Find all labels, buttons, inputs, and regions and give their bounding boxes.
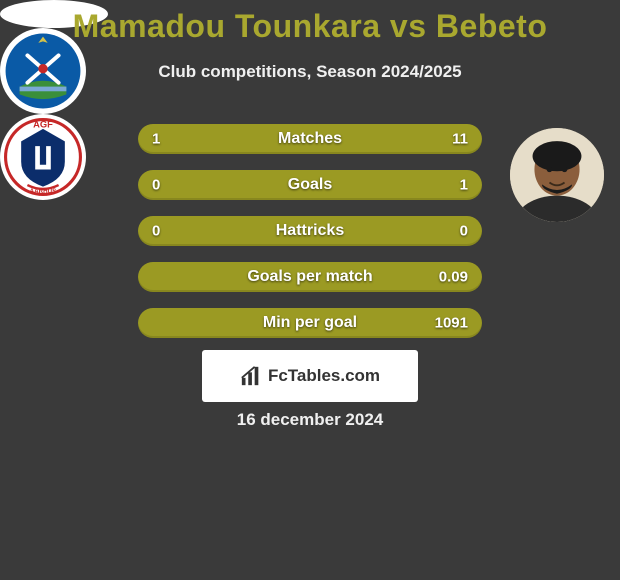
stat-left-value: 1: [152, 131, 160, 148]
branding: FcTables.com: [202, 350, 418, 402]
stat-row-gpm: Goals per match 0.09: [138, 262, 482, 292]
svg-text:AGF: AGF: [33, 119, 53, 129]
stat-label: Hattricks: [276, 222, 344, 240]
stat-label: Goals: [288, 176, 332, 194]
page-title: Mamadou Tounkara vs Bebeto: [0, 8, 620, 45]
stat-right-value: 1091: [435, 315, 468, 332]
bar-chart-icon: [240, 365, 262, 387]
player-right-avatar: [510, 128, 604, 222]
comparison-card: { "header": { "title": "Mamadou Tounkara…: [0, 0, 620, 580]
stat-label: Min per goal: [263, 314, 357, 332]
club-right-crest: AGF AARHUS: [0, 114, 86, 200]
stat-row-goals: 0 Goals 1: [138, 170, 482, 200]
stat-right-value: 1: [460, 177, 468, 194]
stat-label: Goals per match: [247, 268, 372, 286]
stat-label: Matches: [278, 130, 342, 148]
branding-text: FcTables.com: [268, 366, 380, 386]
stat-right-value: 0: [460, 223, 468, 240]
stat-right-value: 11: [452, 131, 468, 148]
date: 16 december 2024: [0, 410, 620, 430]
stat-left-value: 0: [152, 177, 160, 194]
stat-row-hattricks: 0 Hattricks 0: [138, 216, 482, 246]
stat-row-matches: 1 Matches 11: [138, 124, 482, 154]
stat-row-mpg: Min per goal 1091: [138, 308, 482, 338]
subtitle: Club competitions, Season 2024/2025: [0, 62, 620, 82]
stat-left-value: 0: [152, 223, 160, 240]
stat-right-value: 0.09: [439, 269, 468, 286]
club-right-crest-svg: AGF AARHUS: [4, 118, 82, 196]
svg-text:AARHUS: AARHUS: [30, 188, 57, 195]
player-right-avatar-svg: [510, 128, 604, 222]
stats-container: 1 Matches 11 0 Goals 1 0 Hattricks 0 Goa…: [138, 124, 482, 354]
